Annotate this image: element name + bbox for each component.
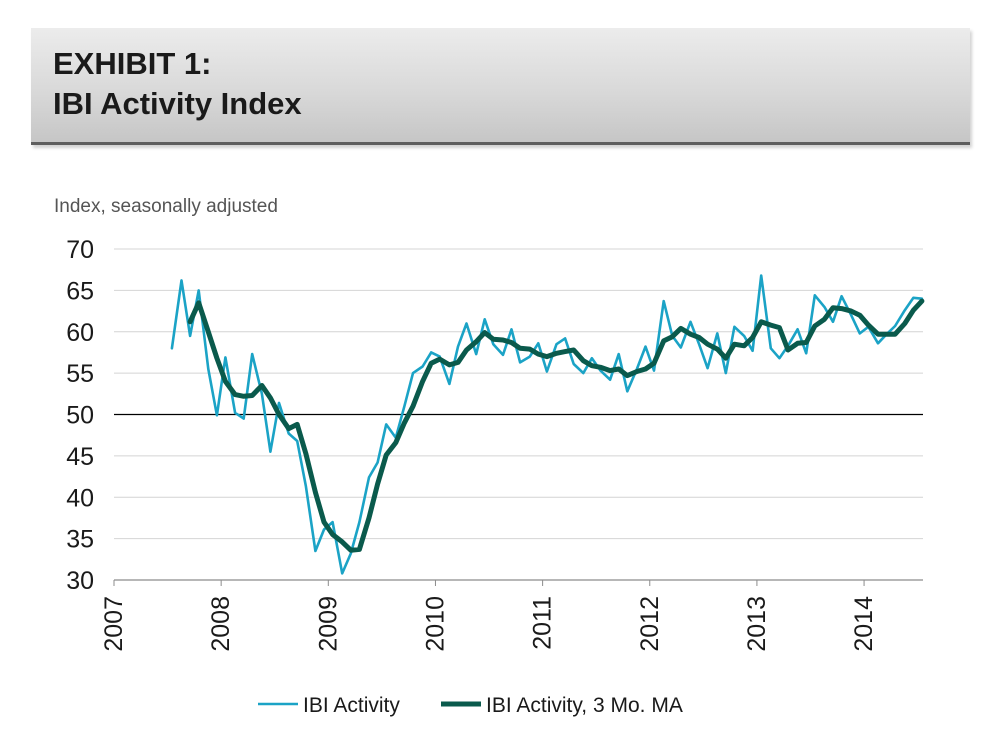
series-line-ibi-activity [170, 274, 924, 575]
x-tick-label: 2011 [529, 596, 557, 650]
x-tick-label: 2009 [314, 596, 342, 652]
y-tick-label: 60 [66, 319, 94, 347]
y-axis-label: Index, seasonally adjusted [54, 196, 278, 217]
x-tick-label: 2007 [100, 596, 128, 652]
y-tick-label: 50 [66, 402, 94, 430]
y-tick-label: 40 [66, 484, 94, 512]
y-tick-label: 35 [66, 526, 94, 554]
legend-label: IBI Activity, 3 Mo. MA [486, 694, 683, 717]
data-series [170, 274, 925, 575]
series-line-ibi-activity-3mo-ma [187, 298, 925, 553]
x-tick-label: 2008 [207, 596, 235, 652]
y-tick-label: 45 [66, 443, 94, 471]
legend-label: IBI Activity [303, 694, 400, 717]
chart-title: IBI Activity Index [53, 86, 302, 121]
y-tick-label: 65 [66, 277, 94, 305]
x-tick-label: 2013 [743, 596, 771, 652]
legend: IBI Activity IBI Activity, 3 Mo. MA [258, 694, 683, 717]
axes: 30 35 40 45 50 55 60 65 70 2007 2008 2009 2010 2011 20… [66, 236, 923, 652]
exhibit-title: EXHIBIT 1: IBI Activity Index [53, 44, 302, 124]
exhibit-label: EXHIBIT 1: [53, 46, 212, 81]
x-tick-label: 2010 [421, 596, 449, 652]
x-tick-label: 2012 [636, 596, 664, 652]
y-tick-label: 70 [66, 236, 94, 264]
y-tick-label: 55 [66, 360, 94, 388]
y-tick-label: 30 [66, 567, 94, 595]
exhibit-header: EXHIBIT 1: IBI Activity Index [31, 28, 970, 145]
x-tick-label: 2014 [850, 596, 878, 652]
